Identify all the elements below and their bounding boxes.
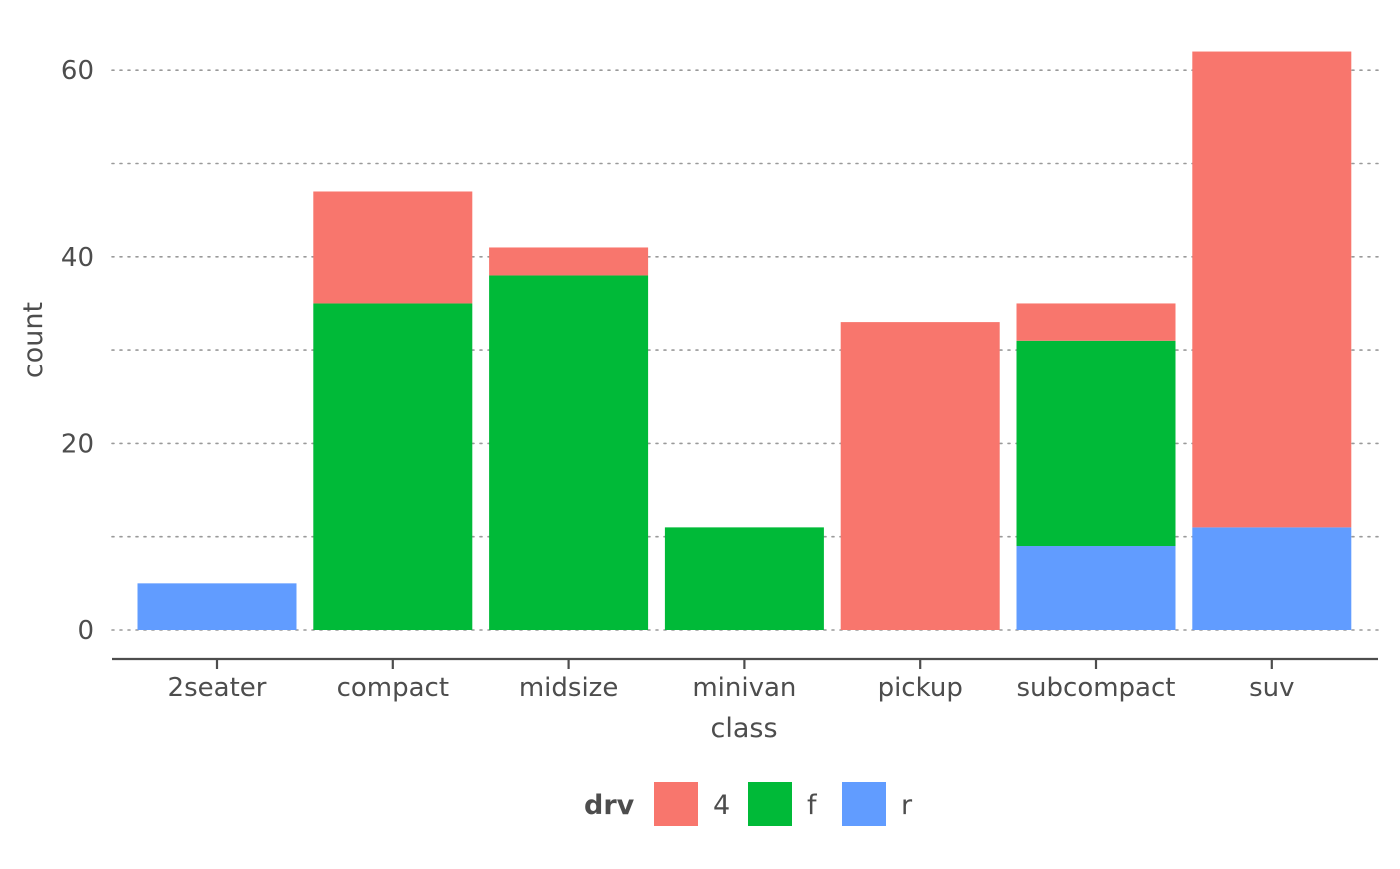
bar-midsize-4 [489,247,649,276]
bar-minivan-f [664,527,824,630]
x-tick-label-midsize: midsize [519,673,618,703]
bar-subcompact-4 [1016,303,1176,341]
x-tick-label-suv: suv [1249,673,1294,703]
x-tick-label-compact: compact [337,673,449,703]
legend-key-f [748,782,792,826]
bar-suv-r [1192,527,1352,630]
bar-subcompact-f [1016,340,1176,547]
y-tick-label-40: 40 [61,243,94,273]
bar-suv-4 [1192,51,1352,528]
x-tick-label-minivan: minivan [692,673,796,703]
legend-items: 4 f r [654,782,913,826]
bar-midsize-f [489,275,649,630]
legend-key-r [842,782,886,826]
legend: drv 4 f r [584,782,913,826]
legend-key-4 [654,782,698,826]
bar-pickup-4 [840,322,1000,630]
x-tick-labels: 2seater compact midsize minivan pickup subcom… [168,659,1295,703]
bar-subcompact-r [1016,546,1176,630]
bar-compact-4 [313,191,473,304]
legend-label-f: f [807,790,818,821]
x-tick-label-pickup: pickup [878,673,963,703]
y-tick-label-60: 60 [61,56,94,86]
x-tick-label-subcompact: subcompact [1017,673,1176,703]
x-axis-title: class [710,713,777,744]
y-axis-title: count [18,302,49,378]
legend-title: drv [584,790,635,821]
x-tick-label-2seater: 2seater [168,673,267,703]
legend-label-r: r [901,790,913,821]
y-tick-label-20: 20 [61,429,94,459]
bar-2seater-r [137,583,297,630]
y-tick-labels: 0 20 40 60 [61,56,94,646]
y-tick-label-0: 0 [77,616,94,646]
legend-label-4: 4 [713,790,730,821]
bar-compact-f [313,303,473,630]
bars-layer [137,51,1352,630]
